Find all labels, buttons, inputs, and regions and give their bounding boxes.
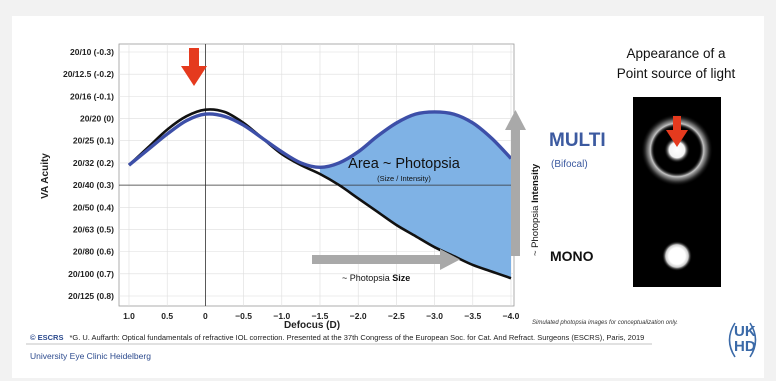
x-axis-title: Defocus (D) — [284, 320, 340, 331]
x-tick-label: 0.5 — [161, 311, 173, 321]
y-axis-title: VA Acuity — [40, 153, 51, 199]
photopsia-area — [320, 111, 511, 279]
intensity-arrow — [505, 110, 526, 256]
y-tick-labels: 20/10 (-0.3) 20/12.5 (-0.2) 20/16 (-0.1) 20… — [63, 47, 114, 301]
x-tick-label: −2.5 — [388, 311, 405, 321]
mono-label: MONO — [550, 248, 594, 264]
red-arrow-panel — [666, 116, 688, 147]
size-arrow — [312, 249, 460, 270]
y-tick-label: 20/20 (0) — [80, 114, 114, 124]
ukhd-line2: HD — [734, 338, 756, 355]
slide: 20/10 (-0.3) 20/12.5 (-0.2) 20/16 (-0.1) 20… — [12, 16, 764, 378]
area-label: Area ~ Photopsia — [348, 156, 461, 172]
y-tick-label: 20/32 (0.2) — [73, 158, 114, 168]
brand-bracket-right — [749, 322, 757, 358]
escrs-logo: © ESCRS — [30, 333, 64, 342]
y-tick-label: 20/40 (0.3) — [73, 180, 114, 190]
brand-bracket — [728, 322, 736, 358]
panel-header-line1: Appearance of a — [626, 46, 726, 61]
size-label: ~ Photopsia Size — [342, 273, 410, 283]
x-tick-label: 1.0 — [123, 311, 135, 321]
x-tick-label: −1.0 — [273, 311, 290, 321]
x-tick-label: −1.5 — [312, 311, 329, 321]
x-tick-label: −2.0 — [350, 311, 367, 321]
x-tick-label: −0.5 — [235, 311, 252, 321]
x-tick-label: 0 — [203, 311, 208, 321]
y-tick-label: 20/12.5 (-0.2) — [63, 69, 114, 79]
simulation-note: Simulated photopsia images for conceptua… — [532, 320, 678, 326]
clinic-name: University Eye Clinic Heidelberg — [30, 351, 151, 361]
y-tick-label: 20/16 (-0.1) — [70, 91, 114, 101]
panel-header: Appearance of a Point source of light — [590, 44, 762, 84]
intensity-label: ~ Photopsia Intensity — [530, 163, 541, 256]
panel-header-line2: Point source of light — [616, 66, 736, 81]
y-tick-label: 20/10 (-0.3) — [70, 47, 114, 57]
citation-text: *G. U. Auffarth: Optical fundamentals of… — [69, 333, 645, 342]
chart: 20/10 (-0.3) 20/12.5 (-0.2) 20/16 (-0.1) 20… — [26, 43, 757, 358]
ukhd-line1: UK — [734, 323, 756, 340]
y-tick-label: 20/63 (0.5) — [73, 224, 114, 234]
x-tick-labels: 1.0 0.5 0 −0.5 −1.0 −1.5 −2.0 −2.5 −3.0 −3.5 −4.0 — [123, 311, 520, 321]
x-tick-label: −3.5 — [464, 311, 481, 321]
multi-core — [664, 137, 690, 163]
mono-spot — [662, 241, 692, 271]
red-arrow-peak — [181, 48, 207, 86]
x-tick-label: −3.0 — [426, 311, 443, 321]
y-tick-label: 20/125 (0.8) — [68, 291, 114, 301]
area-sublabel: (Size / Intensity) — [377, 174, 431, 183]
y-tick-label: 20/100 (0.7) — [68, 269, 114, 279]
y-tick-label: 20/80 (0.6) — [73, 247, 114, 257]
series-line-multi — [127, 110, 513, 170]
bifocal-label: (Bifocal) — [551, 159, 588, 170]
y-tick-label: 20/25 (0.1) — [73, 136, 114, 146]
citation-row: © ESCRS *G. U. Auffarth: Optical fundamen… — [30, 333, 644, 342]
x-tick-label: −4.0 — [503, 311, 520, 321]
multi-label: MULTI — [549, 130, 606, 151]
ukhd-logo: UK HD — [734, 324, 756, 354]
y-tick-label: 20/50 (0.4) — [73, 202, 114, 212]
